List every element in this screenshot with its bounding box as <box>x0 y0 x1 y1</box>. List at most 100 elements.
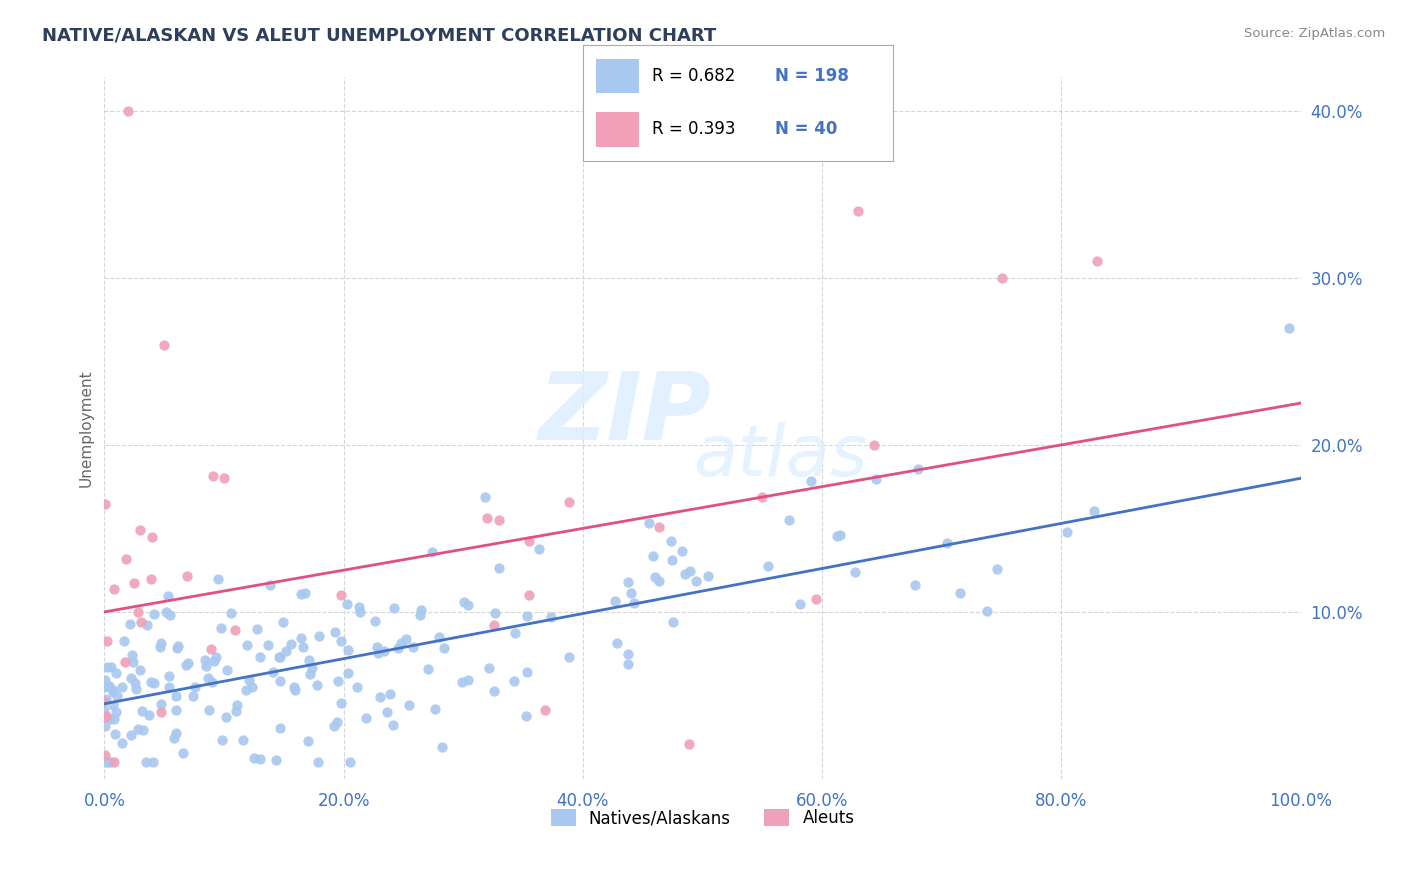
Point <box>307 756 329 770</box>
Point <box>138 708 160 723</box>
Point <box>648 520 671 534</box>
Point <box>269 649 291 664</box>
Point <box>249 650 271 665</box>
Point <box>101 698 124 712</box>
Point <box>100 713 122 727</box>
Text: N = 198: N = 198 <box>775 67 849 85</box>
Point <box>373 643 395 657</box>
Point <box>367 646 389 660</box>
Point <box>101 682 124 697</box>
Point <box>322 719 344 733</box>
Point <box>671 544 693 558</box>
Point <box>176 569 198 583</box>
Point <box>94 673 117 688</box>
Point <box>100 660 122 674</box>
Point <box>401 640 423 655</box>
Point <box>212 471 235 485</box>
Point <box>149 697 172 711</box>
Point <box>149 705 172 719</box>
Point <box>1085 254 1108 268</box>
Point <box>844 566 866 580</box>
Point <box>949 586 972 600</box>
Point <box>143 607 166 621</box>
Point <box>157 669 180 683</box>
Point <box>830 528 852 542</box>
Point <box>516 665 538 679</box>
Point <box>124 676 146 690</box>
Point <box>620 586 643 600</box>
Point <box>354 711 377 725</box>
Point <box>488 513 510 527</box>
Point <box>200 675 222 690</box>
Point <box>800 475 823 489</box>
Point <box>484 607 506 621</box>
Point <box>172 746 194 760</box>
Point <box>685 574 707 588</box>
Point <box>198 703 221 717</box>
Point <box>389 636 412 650</box>
Point <box>290 586 312 600</box>
Point <box>294 586 316 600</box>
Point <box>637 516 659 531</box>
Point <box>274 643 297 657</box>
Point <box>105 705 128 719</box>
Text: ZIP: ZIP <box>538 368 711 460</box>
Point <box>93 703 115 717</box>
Point <box>264 753 287 767</box>
Point <box>201 468 224 483</box>
Point <box>111 736 134 750</box>
Point <box>232 733 254 747</box>
Point <box>616 647 638 661</box>
Y-axis label: Unemployment: Unemployment <box>79 369 93 487</box>
Text: Source: ZipAtlas.com: Source: ZipAtlas.com <box>1244 27 1385 40</box>
Point <box>257 638 280 652</box>
Point <box>101 685 124 699</box>
Point <box>269 673 291 688</box>
Point <box>217 663 239 677</box>
Point <box>112 633 135 648</box>
Point <box>94 497 117 511</box>
Point <box>617 574 640 589</box>
Point <box>120 728 142 742</box>
Point <box>420 545 443 559</box>
Point <box>475 510 498 524</box>
Point <box>117 103 139 118</box>
Point <box>756 558 779 573</box>
Point <box>418 662 440 676</box>
Point <box>141 530 163 544</box>
Point <box>96 634 118 648</box>
Point <box>846 204 869 219</box>
Point <box>366 640 388 654</box>
Point <box>751 490 773 504</box>
Point <box>174 658 197 673</box>
Point <box>603 594 626 608</box>
Point <box>209 621 232 635</box>
Point <box>457 598 479 612</box>
Legend: Natives/Alaskans, Aleuts: Natives/Alaskans, Aleuts <box>544 802 862 834</box>
Point <box>778 513 800 527</box>
Point <box>100 756 122 770</box>
Point <box>97 679 120 693</box>
Point <box>259 578 281 592</box>
Text: R = 0.682: R = 0.682 <box>651 67 735 85</box>
Point <box>142 676 165 690</box>
Point <box>457 673 479 687</box>
Point <box>301 661 323 675</box>
Point <box>214 709 236 723</box>
Point <box>96 659 118 673</box>
Point <box>558 650 581 665</box>
Point <box>240 680 263 694</box>
Point <box>103 712 125 726</box>
Point <box>94 692 117 706</box>
Point <box>347 600 370 615</box>
Text: NATIVE/ALASKAN VS ALEUT UNEMPLOYMENT CORRELATION CHART: NATIVE/ALASKAN VS ALEUT UNEMPLOYMENT COR… <box>42 27 717 45</box>
Point <box>238 673 260 687</box>
Point <box>127 722 149 736</box>
Point <box>936 536 959 550</box>
Point <box>280 637 302 651</box>
Point <box>235 638 257 652</box>
Point <box>284 683 307 698</box>
Point <box>323 625 346 640</box>
Point <box>697 569 720 583</box>
Point <box>93 748 115 763</box>
